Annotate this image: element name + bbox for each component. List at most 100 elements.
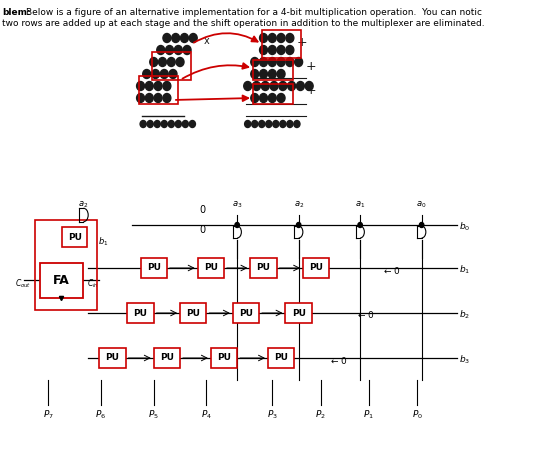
Text: x: x — [204, 36, 210, 46]
Text: FA: FA — [53, 273, 70, 287]
Circle shape — [287, 121, 293, 127]
Circle shape — [260, 46, 267, 55]
Circle shape — [260, 93, 267, 102]
Circle shape — [251, 93, 259, 102]
Circle shape — [420, 222, 424, 228]
Text: $P_6$: $P_6$ — [96, 409, 106, 421]
Text: PU: PU — [274, 354, 288, 363]
FancyBboxPatch shape — [99, 348, 126, 368]
Text: PU: PU — [204, 263, 218, 273]
Circle shape — [268, 34, 276, 42]
Text: PU: PU — [105, 354, 119, 363]
Text: PU: PU — [239, 308, 253, 318]
Text: $a_3$: $a_3$ — [232, 199, 242, 210]
Text: $a_2$: $a_2$ — [78, 199, 89, 210]
Text: $\leftarrow 0$: $\leftarrow 0$ — [329, 354, 348, 365]
Text: $C_{out}$: $C_{out}$ — [15, 277, 31, 289]
Circle shape — [260, 70, 267, 79]
Text: $b_3$: $b_3$ — [458, 354, 470, 366]
Circle shape — [268, 46, 276, 55]
Circle shape — [190, 34, 197, 42]
Circle shape — [261, 81, 269, 91]
Circle shape — [244, 81, 252, 91]
Text: $b_1$: $b_1$ — [98, 236, 109, 248]
Circle shape — [167, 57, 176, 66]
Circle shape — [268, 70, 276, 79]
Circle shape — [160, 70, 168, 79]
Circle shape — [296, 81, 305, 91]
FancyBboxPatch shape — [154, 348, 180, 368]
Circle shape — [286, 34, 294, 42]
Circle shape — [163, 81, 171, 91]
Text: $\leftarrow 0$: $\leftarrow 0$ — [356, 309, 374, 320]
Circle shape — [157, 46, 165, 55]
Circle shape — [152, 70, 159, 79]
Circle shape — [277, 93, 285, 102]
Circle shape — [305, 81, 313, 91]
FancyBboxPatch shape — [39, 263, 84, 298]
Circle shape — [161, 121, 167, 127]
Circle shape — [251, 70, 259, 79]
Circle shape — [172, 34, 180, 42]
Circle shape — [260, 34, 267, 42]
Circle shape — [279, 81, 287, 91]
FancyBboxPatch shape — [62, 227, 87, 247]
Text: PU: PU — [292, 308, 306, 318]
Text: 0: 0 — [199, 205, 205, 215]
FancyBboxPatch shape — [268, 348, 294, 368]
Circle shape — [288, 81, 295, 91]
Circle shape — [147, 121, 153, 127]
Circle shape — [277, 70, 285, 79]
Circle shape — [251, 57, 259, 66]
Circle shape — [163, 34, 171, 42]
FancyBboxPatch shape — [251, 258, 276, 278]
Circle shape — [296, 222, 301, 228]
Circle shape — [294, 121, 300, 127]
Circle shape — [169, 70, 177, 79]
Text: $b_0$: $b_0$ — [458, 221, 470, 233]
Circle shape — [137, 93, 145, 102]
Circle shape — [154, 81, 162, 91]
Text: PU: PU — [147, 263, 161, 273]
Circle shape — [252, 121, 258, 127]
Circle shape — [295, 57, 302, 66]
Text: 0: 0 — [199, 225, 205, 235]
Text: $P_2$: $P_2$ — [315, 409, 326, 421]
Text: two rows are added up at each stage and the shift operation in addition to the m: two rows are added up at each stage and … — [2, 19, 484, 28]
Circle shape — [358, 222, 362, 228]
Text: $a_0$: $a_0$ — [416, 199, 427, 210]
Text: $P_1$: $P_1$ — [363, 409, 374, 421]
Circle shape — [176, 57, 184, 66]
Circle shape — [268, 93, 276, 102]
Circle shape — [286, 46, 294, 55]
Text: $P_4$: $P_4$ — [201, 409, 212, 421]
Circle shape — [266, 121, 272, 127]
FancyBboxPatch shape — [233, 303, 259, 323]
Text: PU: PU — [133, 308, 147, 318]
Text: $a_1$: $a_1$ — [355, 199, 365, 210]
Text: +: + — [306, 84, 316, 97]
Circle shape — [137, 81, 145, 91]
FancyBboxPatch shape — [180, 303, 206, 323]
Circle shape — [154, 93, 162, 102]
FancyBboxPatch shape — [303, 258, 329, 278]
Circle shape — [163, 93, 171, 102]
Text: +: + — [306, 60, 316, 73]
Circle shape — [174, 46, 183, 55]
Text: PU: PU — [217, 354, 231, 363]
Circle shape — [150, 57, 158, 66]
Circle shape — [259, 121, 265, 127]
FancyBboxPatch shape — [140, 258, 167, 278]
Circle shape — [166, 46, 173, 55]
Circle shape — [280, 121, 286, 127]
Circle shape — [277, 57, 285, 66]
Circle shape — [183, 121, 188, 127]
Circle shape — [154, 121, 160, 127]
Text: $P_3$: $P_3$ — [267, 409, 278, 421]
Circle shape — [183, 46, 191, 55]
Circle shape — [180, 34, 188, 42]
Text: $a_2$: $a_2$ — [294, 199, 304, 210]
Circle shape — [277, 34, 285, 42]
Text: PU: PU — [309, 263, 323, 273]
FancyBboxPatch shape — [198, 258, 224, 278]
